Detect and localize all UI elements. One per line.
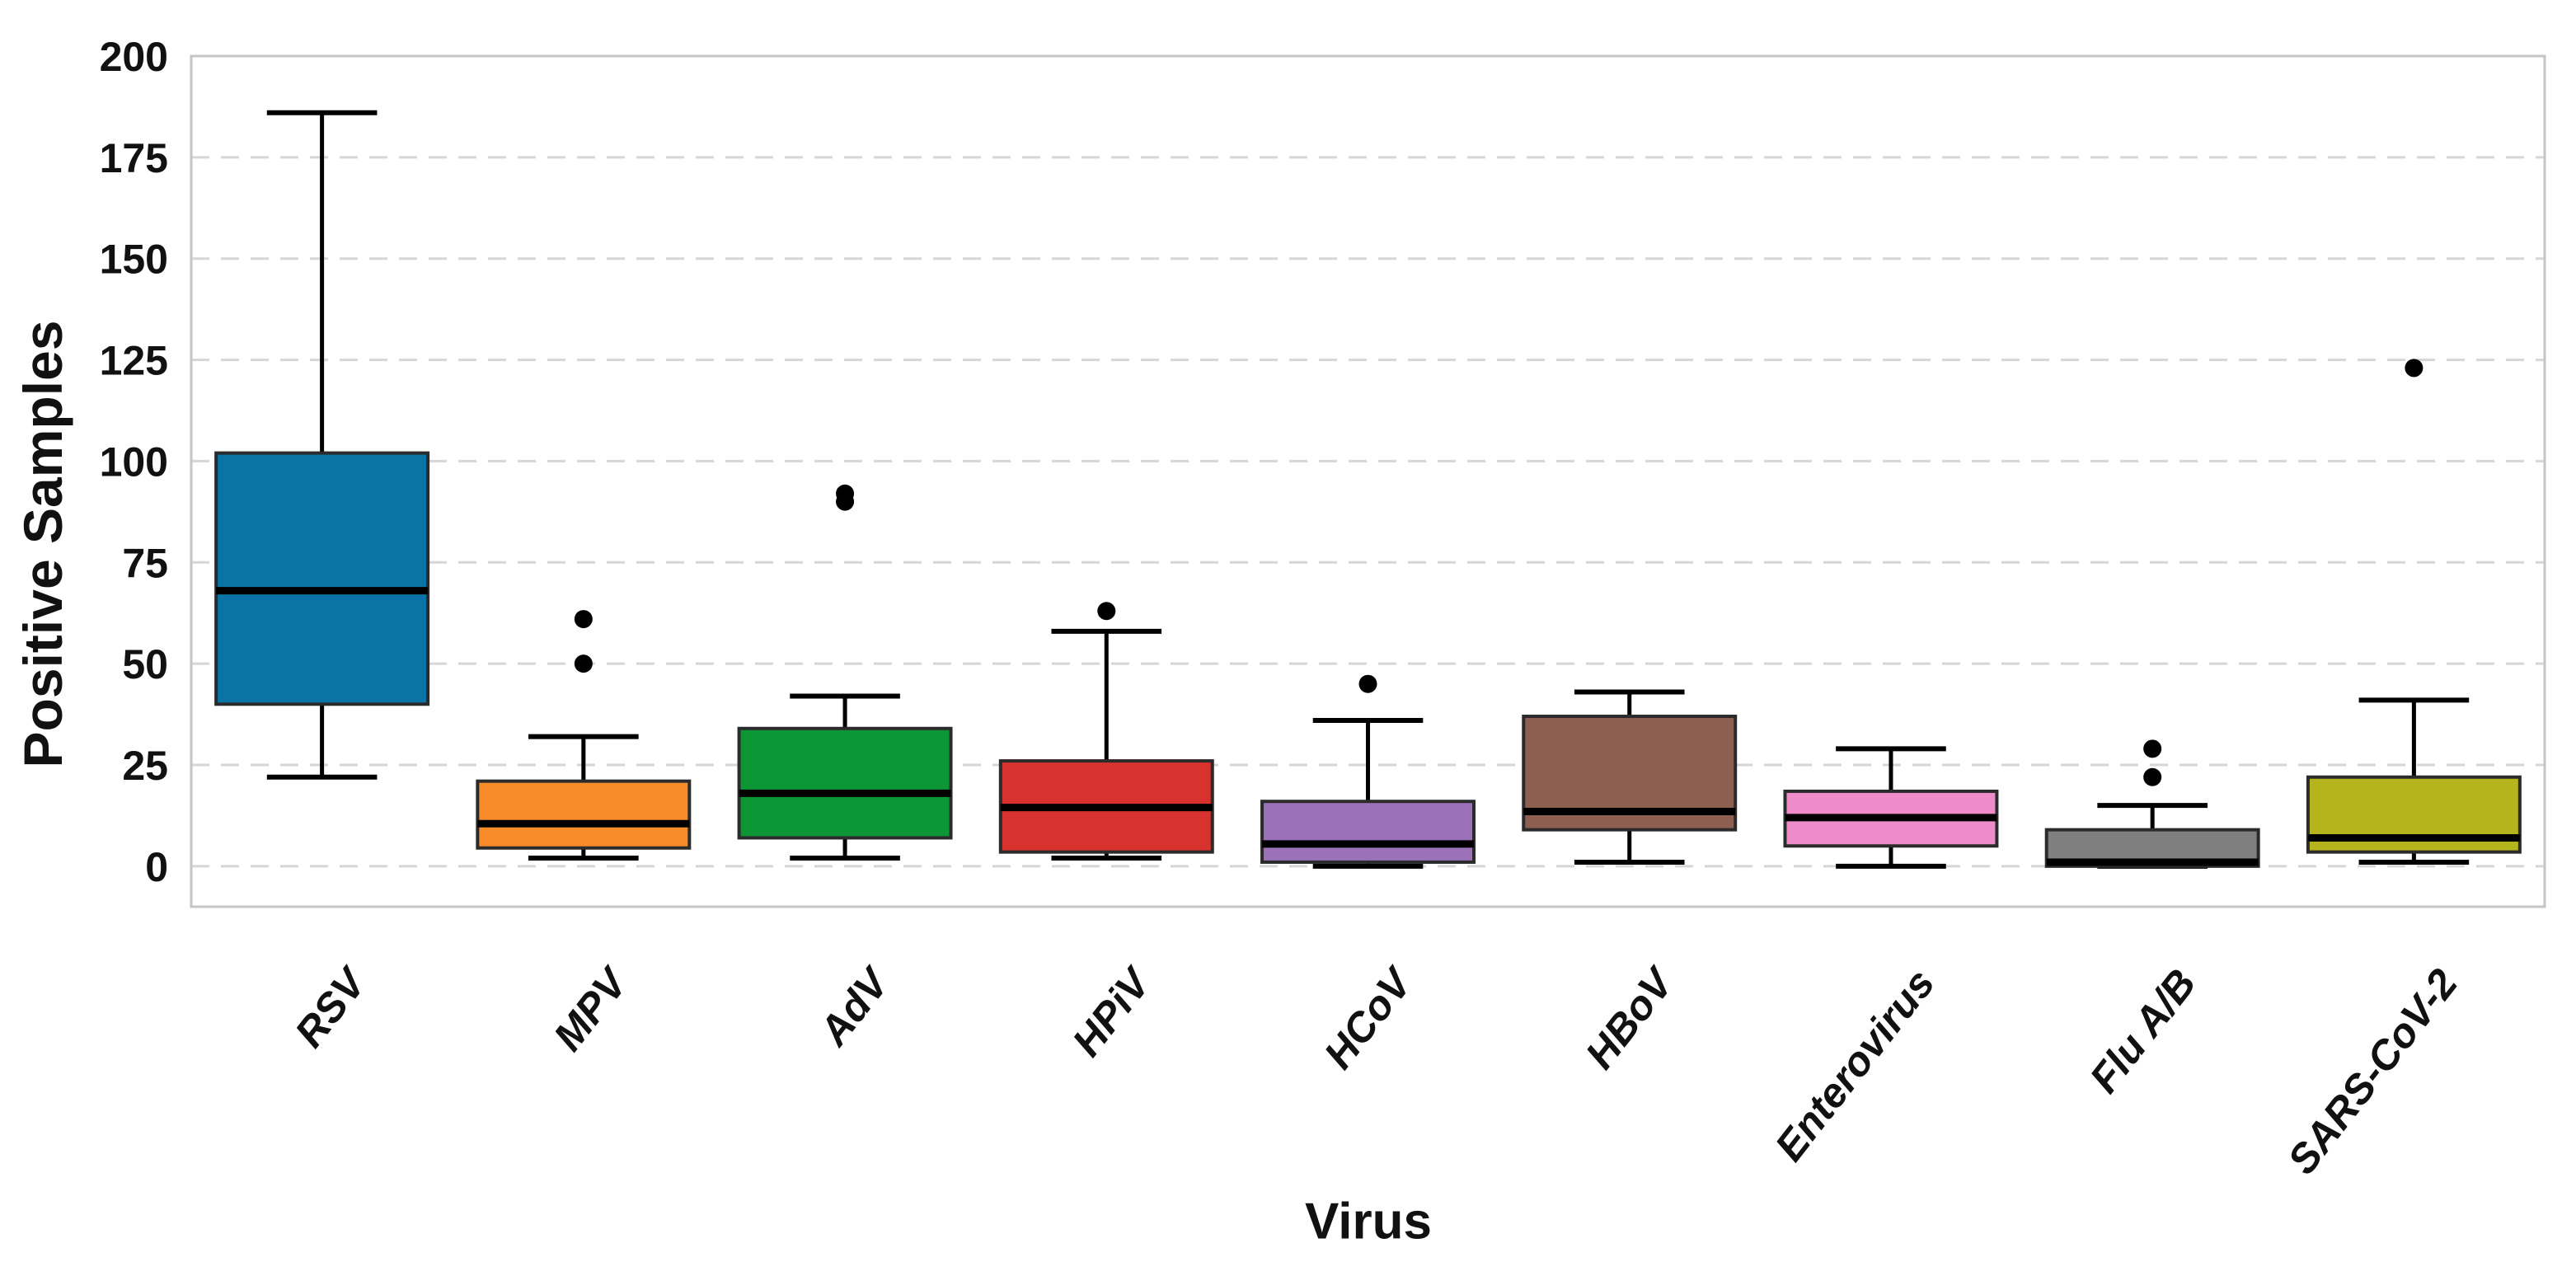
plot-border: [190, 54, 2546, 908]
x-tick-label-Enterovirus: Enterovirus: [1766, 960, 1943, 1169]
box-HCoV: [1260, 800, 1476, 864]
x-tick-label-AdV: AdV: [809, 958, 899, 1055]
y-tick-label: 100: [100, 439, 168, 485]
outlier-SARS-CoV-2: [2405, 359, 2424, 378]
x-tick-label-MPV: MPV: [545, 958, 638, 1059]
x-tick-label-RSV: RSV: [286, 958, 377, 1055]
x-tick-label-SARS-CoV-2: SARS-CoV-2: [2278, 960, 2466, 1183]
y-tick-label: 150: [100, 237, 168, 283]
box-AdV: [737, 726, 953, 840]
box-MPV: [476, 779, 692, 850]
outlier-AdV: [836, 484, 855, 503]
outlier-MPV: [574, 610, 593, 629]
x-tick-label-HPiV: HPiV: [1063, 958, 1161, 1064]
box-RSV: [214, 451, 430, 706]
y-tick-label: 125: [100, 338, 168, 384]
outlier-Flu A/B: [2143, 739, 2162, 758]
y-tick-label: 0: [145, 844, 168, 890]
x-tick-label-Flu A/B: Flu A/B: [2081, 960, 2205, 1101]
y-tick-label: 75: [122, 540, 168, 586]
x-tick-label-HBoV: HBoV: [1576, 958, 1683, 1077]
y-axis-title: Positive Samples: [12, 320, 73, 768]
outlier-HPiV: [1097, 602, 1116, 621]
y-tick-label: 175: [100, 135, 168, 181]
x-tick-label-HCoV: HCoV: [1315, 958, 1422, 1077]
y-tick-label: 200: [100, 34, 168, 80]
y-tick-label: 25: [122, 743, 168, 789]
outlier-HCoV: [1358, 674, 1377, 693]
outlier-Flu A/B: [2143, 767, 2162, 786]
x-axis-title: Virus: [1305, 1193, 1432, 1250]
y-tick-label: 50: [122, 641, 168, 687]
outlier-MPV: [574, 654, 593, 673]
